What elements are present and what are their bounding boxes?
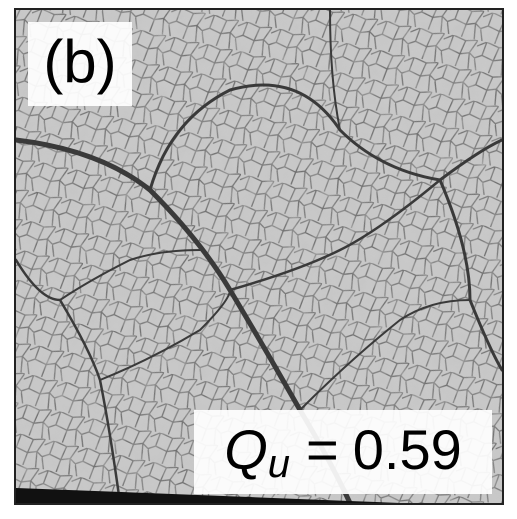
panel-label: (b) [43, 28, 116, 95]
annotation-subscript: u [268, 442, 290, 486]
page: (b) Qu=0.59 (() => { const data = JSON.p… [0, 0, 517, 519]
annotation-symbol: Q [224, 418, 268, 481]
annotation-value: 0.59 [353, 418, 462, 481]
annotation-relation: = [306, 418, 339, 481]
figure-panel: (b) Qu =0.59 [0, 0, 517, 519]
